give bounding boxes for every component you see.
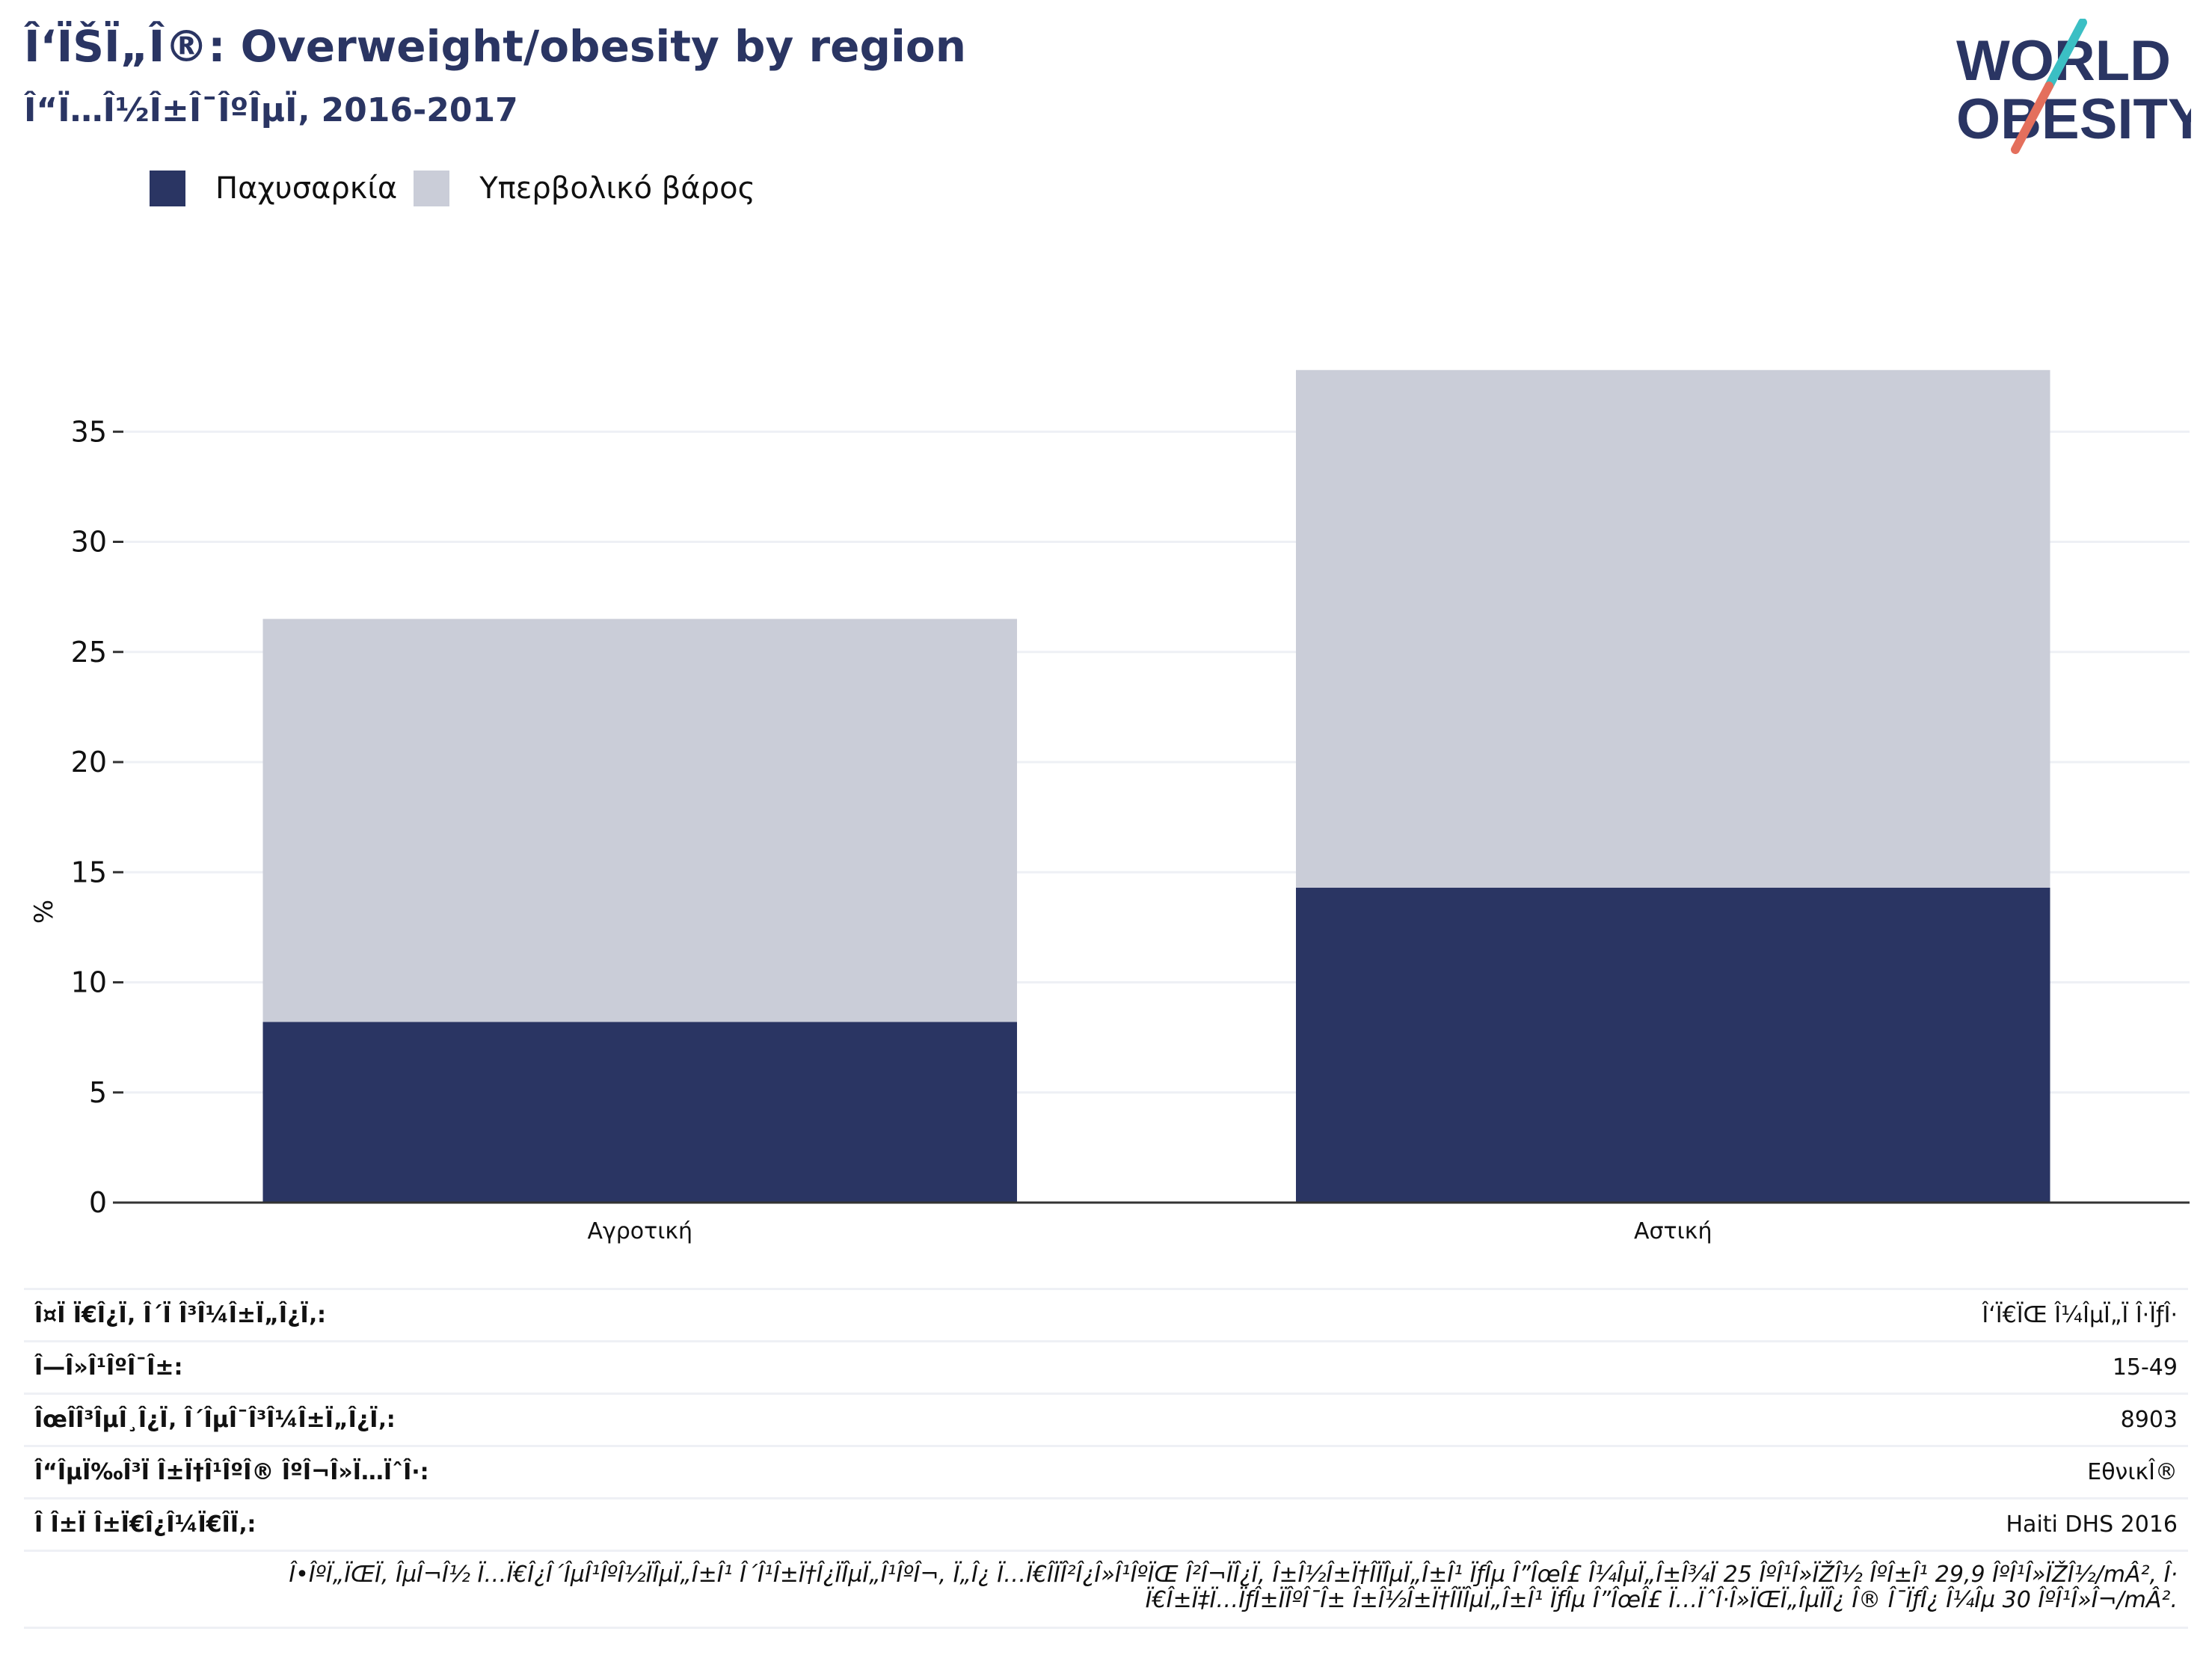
info-row-sample-size: ÎœÎ­Î³ÎµÎ¸Î¿Ï‚ Î´ÎµÎ¯Î³Î¼Î±Ï„Î¿Ï‚: 8903 [24,1393,2188,1445]
bar-layer [262,369,2050,1203]
legend-item-obesity: Παχυσαρκία [150,171,397,206]
bar-obesity-1 [1296,887,2050,1203]
bar-overweight-0 [262,618,1017,1022]
y-tick-label-25: 25 [71,636,107,669]
x-tick-label-0: Αγροτική [587,1218,692,1244]
info-row-source: Î Î±Ï Î±Ï€Î¿Î¼Ï€Î­Ï‚: Haiti DHS 2016 [24,1497,2188,1550]
info-table: Î¤Ï Ï€Î¿Ï‚ Î´Ï Î³Î¼Î±Ï„Î¿Ï‚: Î‘Ï€ÏŒ Î¼Îµ… [24,1288,2188,1629]
logo-text-obesity: OBESITY [1956,88,2191,151]
y-axis-title: % [29,900,59,924]
chart-title: Î‘ÏŠÏ„Î®: Overweight/obesity by region [24,21,967,72]
definition-note-line-2: Ï€Î±Ï‡Ï…ÏƒÎ±ÏÎºÎ¯Î± Î±Î½Î±Ï†Î­ÏÎµÏ„Î±Î¹ … [1145,1587,2178,1613]
info-value-source: Haiti DHS 2016 [2006,1511,2178,1538]
info-value-age: 15-49 [2112,1354,2178,1381]
info-value-measurement: Î‘Ï€ÏŒ Î¼ÎµÏ„Ï Î·ÏƒÎ· [1982,1302,2178,1328]
info-row-coverage: Î“ÎµÏ‰Î³Ï Î±Ï†Î¹ÎºÎ® ÎºÎ¬Î»Ï…ÏˆÎ·: Εθνικ… [24,1445,2188,1497]
logo-slash-coral [2011,82,2053,154]
info-row-measurement: Î¤Ï Ï€Î¿Ï‚ Î´Ï Î³Î¼Î±Ï„Î¿Ï‚: Î‘Ï€ÏŒ Î¼Îµ… [24,1288,2188,1340]
info-label-age: Î—Î»Î¹ÎºÎ¯Î±: [34,1354,183,1381]
legend-label-overweight: Υπερβολικό βάρος [479,171,756,206]
info-label-measurement: Î¤Ï Ï€Î¿Ï‚ Î´Ï Î³Î¼Î±Ï„Î¿Ï‚: [34,1302,327,1328]
y-tick-label-15: 15 [71,856,107,888]
stacked-bar-chart: 0 5 10 15 20 25 30 35 Αγροτική Αστική % [29,369,2190,1244]
legend-swatch-overweight [414,171,450,206]
y-tick-label-10: 10 [71,966,107,999]
legend-item-overweight: Υπερβολικό βάρος [414,171,755,206]
info-label-coverage: Î“ÎµÏ‰Î³Ï Î±Ï†Î¹ÎºÎ® ÎºÎ¬Î»Ï…ÏˆÎ·: [34,1459,429,1485]
logo-slash-teal [2044,19,2087,90]
legend-label-obesity: Παχυσαρκία [215,171,398,206]
legend-swatch-obesity [150,171,185,206]
info-value-coverage: ΕθνικÎ® [2087,1459,2178,1485]
bar-overweight-1 [1296,369,2050,888]
info-row-age: Î—Î»Î¹ÎºÎ¯Î±: 15-49 [24,1340,2188,1393]
y-tick-label-0: 0 [89,1186,107,1219]
definition-note-line-1: Î•ÎºÏ„ÏŒÏ‚ ÎµÎ¬Î½ Ï…Ï€Î¿Î´ÎµÎ¹ÎºÎ½ÏÎµÏ„Î… [289,1562,2178,1588]
chart-legend: Παχυσαρκία Υπερβολικό βάρος [150,171,778,206]
bar-obesity-0 [262,1022,1017,1203]
world-obesity-logo: WORLD OBESITY [1956,19,2191,154]
x-tick-label-1: Αστική [1634,1218,1712,1244]
y-tick-label-20: 20 [71,746,107,779]
info-value-sample-size: 8903 [2120,1407,2178,1433]
axis-layer: 0 5 10 15 20 25 30 35 Αγροτική Αστική [71,415,2190,1244]
info-label-sample-size: ÎœÎ­Î³ÎµÎ¸Î¿Ï‚ Î´ÎµÎ¯Î³Î¼Î±Ï„Î¿Ï‚: [34,1407,396,1433]
y-tick-label-30: 30 [71,526,107,559]
info-label-source: Î Î±Ï Î±Ï€Î¿Î¼Ï€Î­Ï‚: [34,1511,256,1538]
y-tick-label-35: 35 [71,415,107,448]
definition-note: Î•ÎºÏ„ÏŒÏ‚ ÎµÎ¬Î½ Ï…Ï€Î¿Î´ÎµÎ¹ÎºÎ½ÏÎµÏ„Î… [24,1550,2188,1629]
chart-subtitle: Î“Ï…Î½Î±Î¯ÎºÎµÏ‚ 2016-2017 [24,91,518,129]
y-tick-label-5: 5 [89,1076,107,1109]
